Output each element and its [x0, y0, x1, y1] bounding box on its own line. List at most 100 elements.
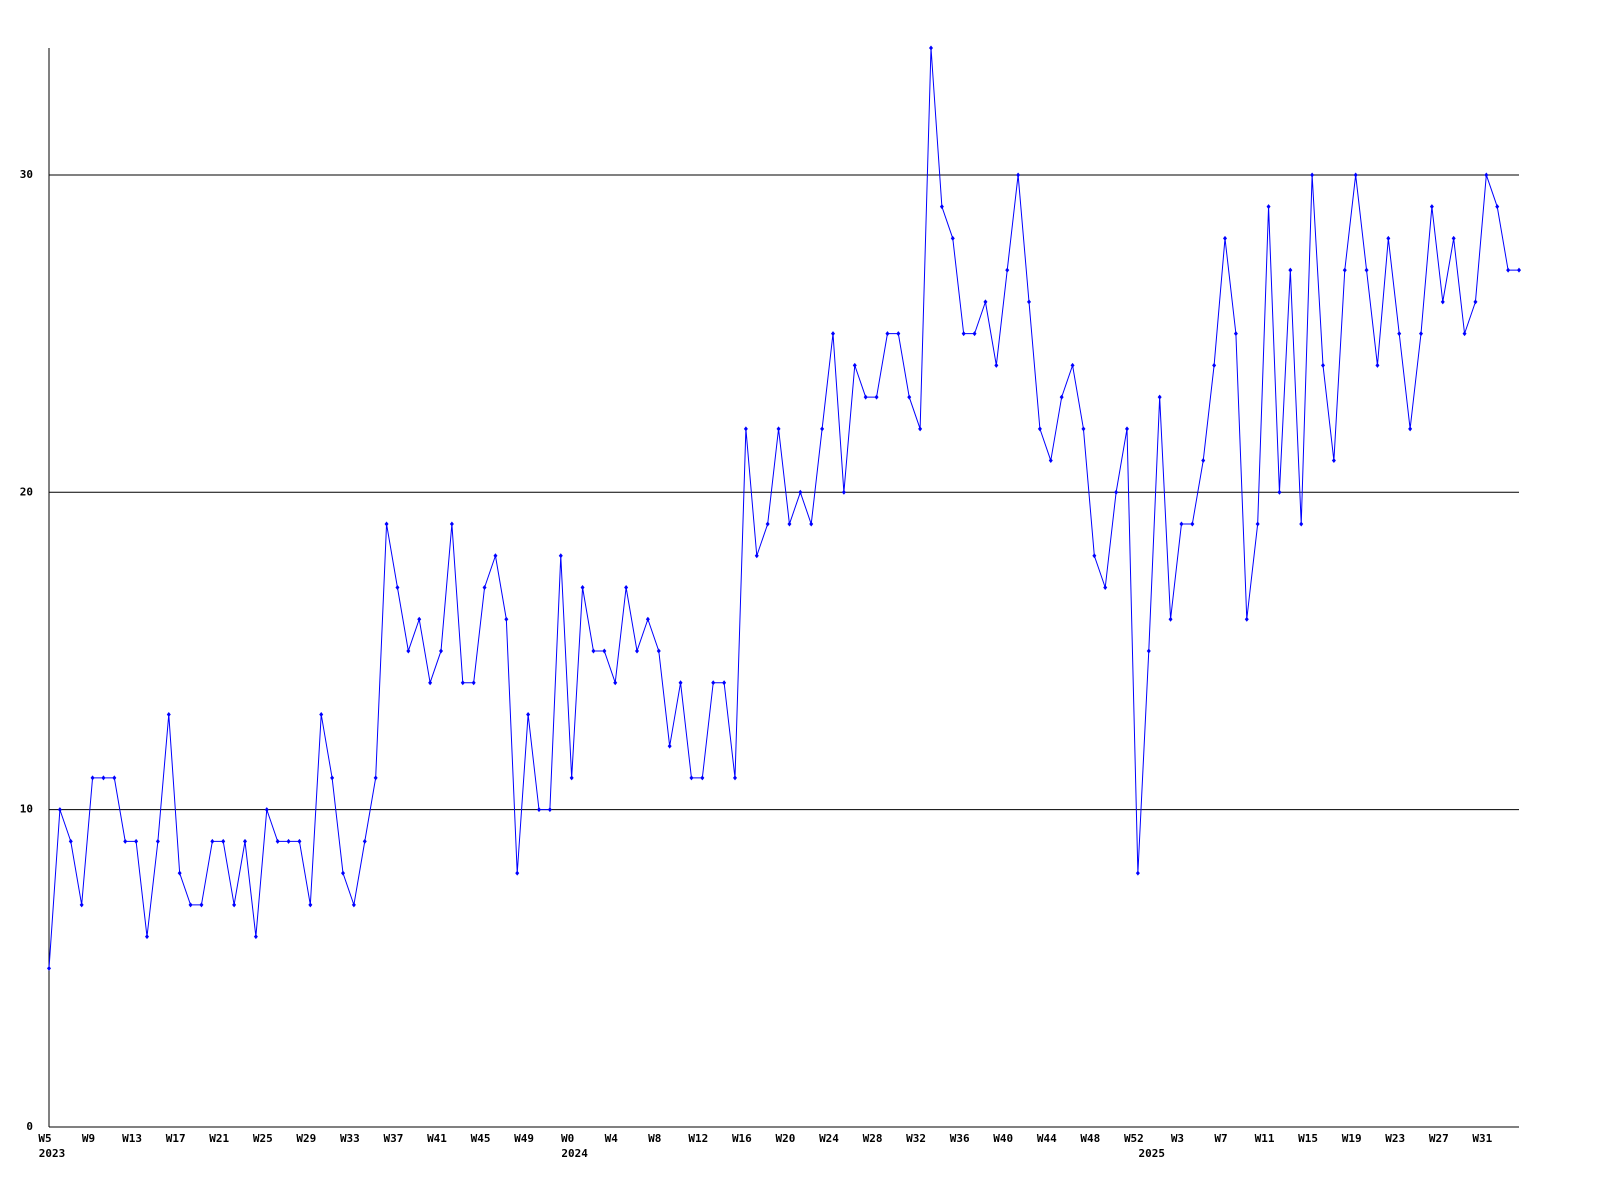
point-marker	[1168, 616, 1173, 622]
point-marker	[1146, 648, 1151, 654]
point-marker	[678, 680, 683, 686]
x-tick-label: W16	[732, 1132, 752, 1145]
x-tick-label: W0	[561, 1132, 574, 1145]
point-marker	[188, 902, 193, 908]
point-marker	[700, 775, 705, 781]
point-marker	[1386, 235, 1391, 241]
point-marker	[1114, 489, 1119, 495]
point-marker	[1517, 267, 1521, 273]
point-marker	[319, 711, 324, 717]
x-tick-label: W7	[1214, 1132, 1227, 1145]
point-marker	[330, 775, 335, 781]
point-marker	[1375, 362, 1380, 368]
x-tick-label: W27	[1429, 1132, 1449, 1145]
x-tick-label: W32	[906, 1132, 926, 1145]
point-marker	[1364, 267, 1369, 273]
x-tick-label: W45	[471, 1132, 491, 1145]
x-year-label: 2025	[1139, 1147, 1166, 1160]
point-marker	[689, 775, 694, 781]
point-marker	[243, 838, 247, 844]
point-marker	[863, 394, 868, 400]
point-marker	[1048, 458, 1053, 464]
point-marker	[537, 807, 541, 813]
x-tick-label: W44	[1037, 1132, 1057, 1145]
point-marker	[983, 299, 988, 305]
point-marker	[569, 775, 574, 781]
point-marker	[428, 680, 433, 686]
point-marker	[961, 331, 966, 337]
point-marker	[417, 616, 422, 622]
point-marker	[1179, 521, 1184, 527]
point-marker	[134, 838, 139, 844]
point-marker	[1451, 235, 1456, 241]
point-marker	[798, 489, 803, 495]
point-marker	[1103, 585, 1108, 590]
x-tick-label: W19	[1342, 1132, 1362, 1145]
point-marker	[1310, 172, 1315, 178]
x-tick-label: W41	[427, 1132, 447, 1145]
point-marker	[177, 870, 182, 876]
point-marker	[232, 902, 237, 908]
point-marker	[1201, 458, 1206, 464]
point-marker	[929, 45, 933, 51]
point-marker	[406, 648, 411, 654]
x-tick-label: W33	[340, 1132, 360, 1145]
point-marker	[1473, 299, 1478, 305]
point-marker	[449, 521, 454, 527]
x-tick-label: W37	[384, 1132, 404, 1145]
point-marker	[123, 838, 128, 844]
x-tick-label: W24	[819, 1132, 839, 1145]
point-marker	[57, 807, 62, 813]
point-marker	[765, 521, 770, 527]
point-marker	[145, 934, 149, 940]
point-marker	[68, 838, 73, 844]
point-marker	[1277, 489, 1282, 495]
point-marker	[1070, 362, 1075, 368]
point-marker	[733, 775, 737, 781]
point-marker	[155, 838, 160, 844]
point-marker	[482, 585, 487, 590]
point-marker	[820, 426, 825, 432]
y-tick-label: 30	[20, 168, 33, 181]
point-marker	[722, 680, 727, 686]
point-marker	[635, 648, 639, 654]
point-marker	[1331, 458, 1336, 464]
x-tick-label: W12	[688, 1132, 708, 1145]
point-marker	[1190, 521, 1195, 527]
y-tick-label: 0	[26, 1120, 33, 1133]
point-marker	[1135, 870, 1140, 876]
point-marker	[787, 521, 792, 527]
point-marker	[493, 553, 498, 559]
point-marker	[351, 902, 356, 908]
point-marker	[885, 331, 890, 337]
x-year-label: 2023	[39, 1147, 66, 1160]
point-marker	[591, 648, 596, 654]
point-marker	[112, 775, 117, 781]
x-tick-label: W3	[1171, 1132, 1184, 1145]
point-marker	[308, 902, 313, 908]
point-marker	[874, 394, 879, 400]
point-marker	[1484, 172, 1489, 178]
point-marker	[754, 553, 759, 559]
point-marker	[580, 585, 585, 590]
y-tick-label: 20	[20, 485, 33, 498]
point-marker	[841, 489, 846, 495]
point-marker	[1397, 331, 1402, 337]
x-tick-label: W49	[514, 1132, 534, 1145]
point-marker	[362, 838, 367, 844]
point-marker	[286, 838, 291, 844]
point-marker	[547, 807, 552, 813]
point-marker	[1233, 331, 1238, 337]
point-marker	[373, 775, 378, 781]
x-tick-label: W15	[1298, 1132, 1318, 1145]
x-tick-label: W20	[776, 1132, 796, 1145]
point-marker	[79, 902, 84, 908]
x-tick-label: W21	[209, 1132, 229, 1145]
point-marker	[90, 775, 95, 781]
point-marker	[504, 616, 509, 622]
point-marker	[297, 838, 302, 844]
point-marker	[515, 870, 520, 876]
point-marker	[1037, 426, 1042, 432]
